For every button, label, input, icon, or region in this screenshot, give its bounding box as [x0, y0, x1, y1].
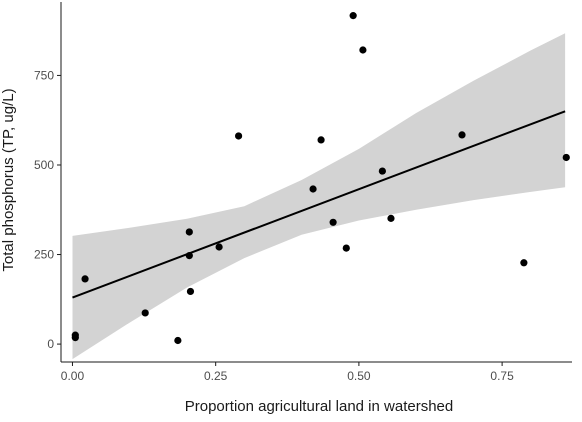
- ticks-layer: 0.00 0.25 0.50 0.75 0 250 500 750: [34, 68, 514, 383]
- regression-line: [72, 110, 566, 299]
- data-point: [359, 46, 367, 54]
- data-point: [458, 131, 466, 139]
- data-point: [342, 244, 350, 252]
- data-point: [81, 275, 89, 283]
- data-point: [174, 336, 182, 345]
- data-point: [349, 12, 357, 20]
- y-tick-label: 250: [34, 248, 54, 262]
- x-tick-label: 0.00: [61, 369, 85, 383]
- data-point: [520, 259, 528, 267]
- axes-layer: [60, 2, 572, 363]
- data-point: [234, 132, 243, 140]
- confidence-band-layer: [72, 33, 566, 360]
- data-point: [329, 218, 337, 226]
- data-point: [185, 228, 193, 236]
- confidence-band: [72, 33, 566, 360]
- y-tick-label: 0: [47, 337, 54, 351]
- x-axis-title: Proportion agricultural land in watershe…: [185, 398, 453, 415]
- data-point: [378, 167, 386, 175]
- x-tick-label: 0.75: [490, 369, 514, 383]
- fit-line-layer: [72, 110, 566, 299]
- x-tick-label: 0.25: [204, 369, 228, 383]
- points-layer: [71, 12, 570, 345]
- x-tick-label: 0.50: [347, 369, 371, 383]
- data-point: [185, 252, 193, 260]
- y-tick-label: 500: [34, 158, 54, 172]
- data-point: [141, 309, 149, 317]
- data-point: [317, 136, 325, 144]
- data-point: [186, 287, 195, 296]
- y-tick-label: 750: [34, 68, 54, 82]
- data-point: [71, 334, 79, 342]
- y-axis-title: Total phosphorus (TP, ug/L): [0, 88, 17, 271]
- data-point: [309, 185, 317, 193]
- data-point: [215, 243, 223, 251]
- data-point: [562, 153, 570, 162]
- data-point: [387, 214, 395, 222]
